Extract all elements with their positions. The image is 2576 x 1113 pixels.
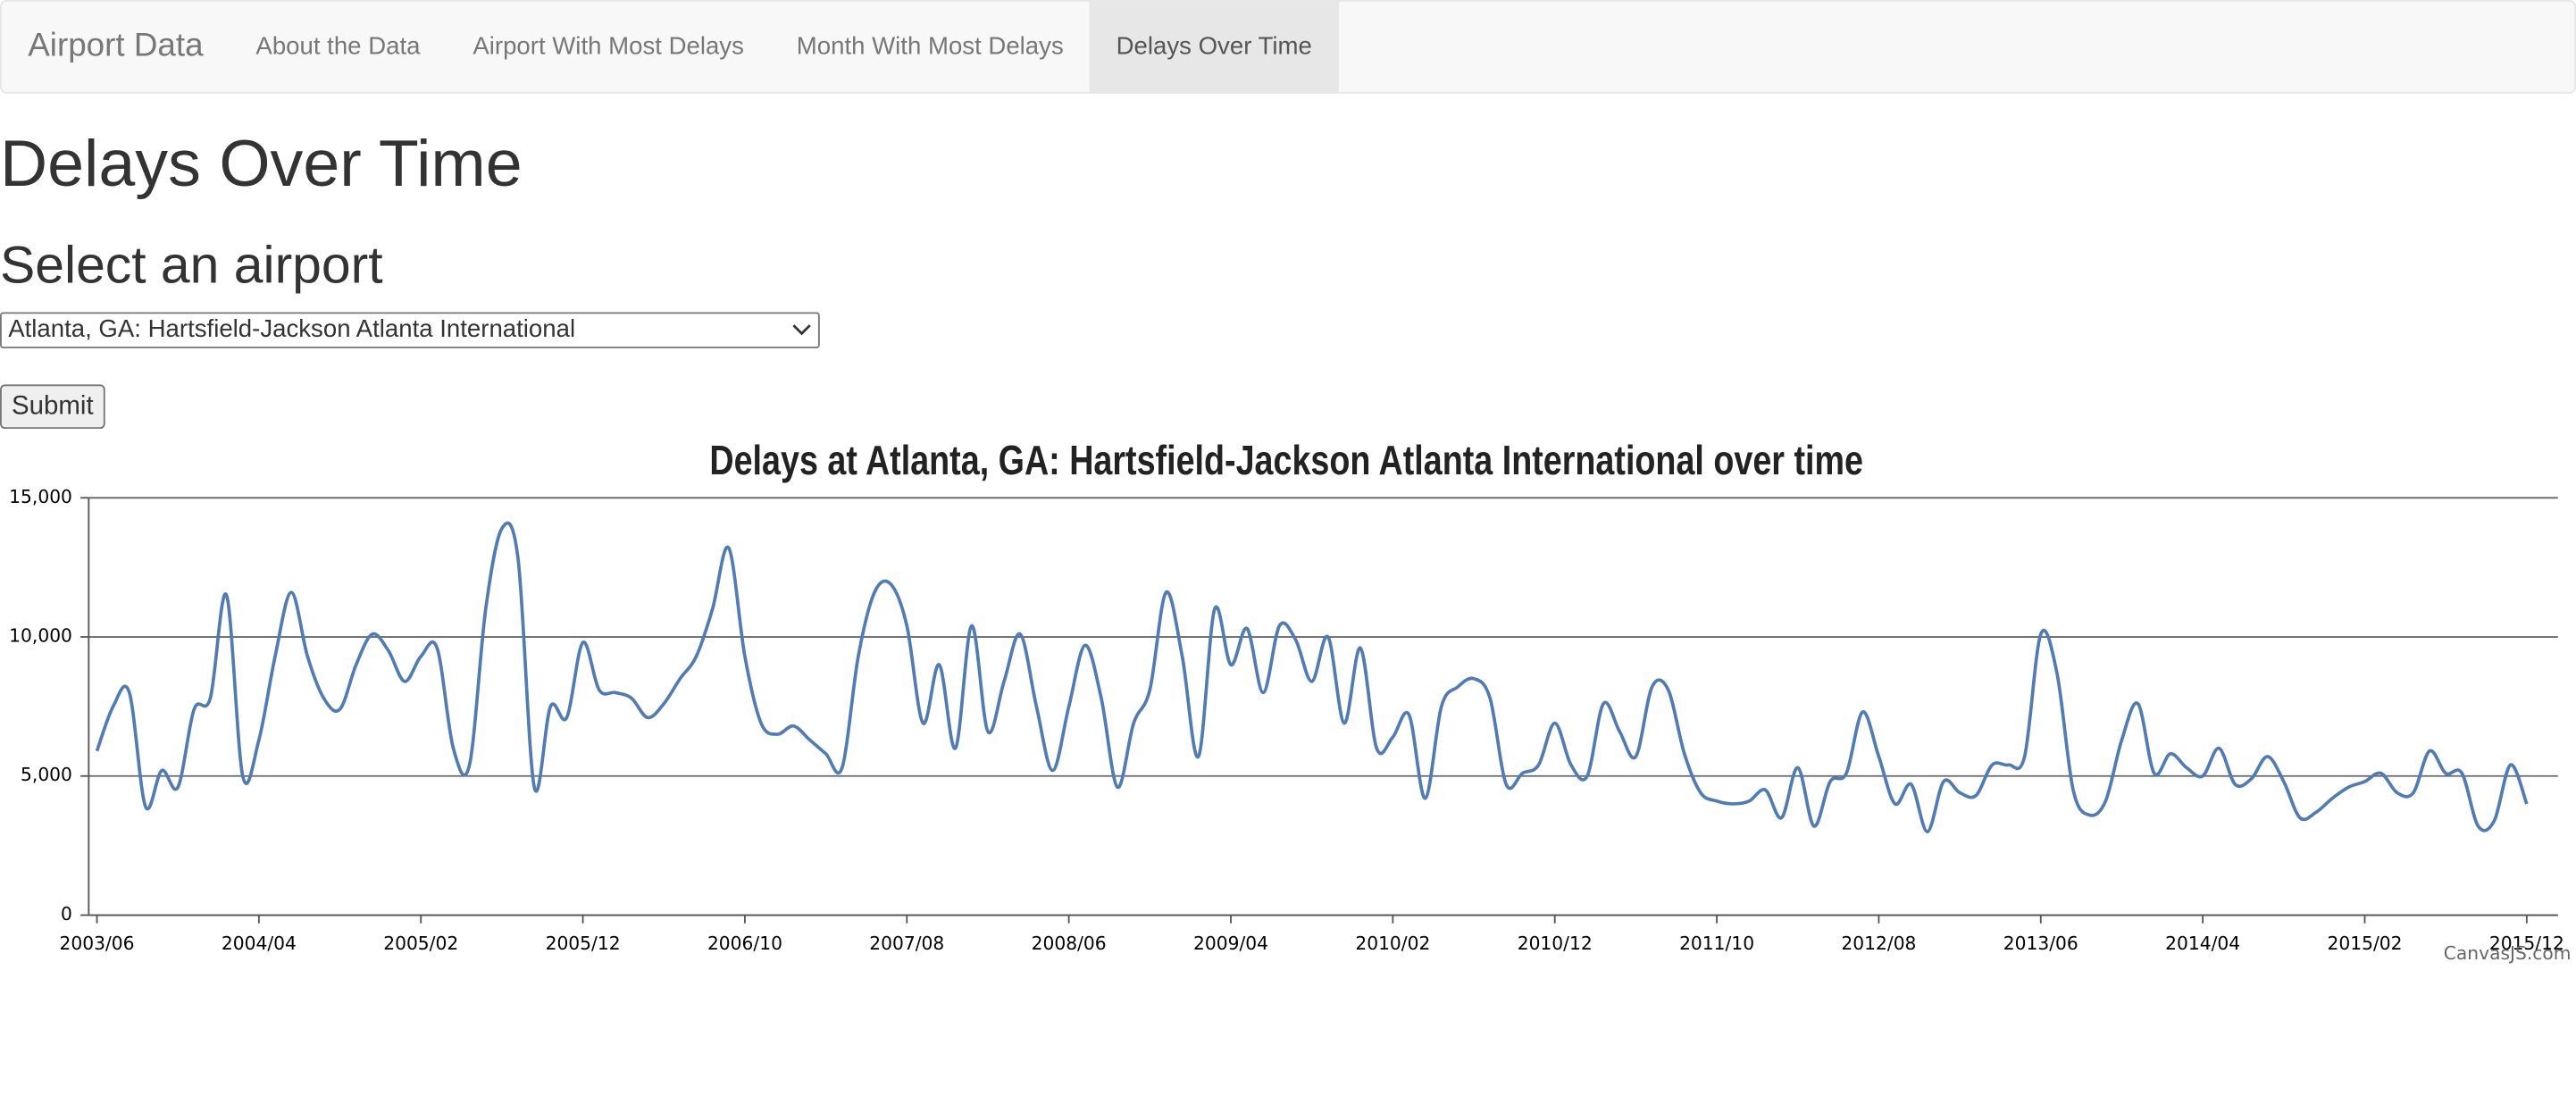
y-tick-label: 15,000: [9, 486, 72, 507]
x-tick-label: 2005/12: [546, 933, 621, 954]
y-tick-label: 0: [61, 903, 72, 925]
x-tick-label: 2011/10: [1679, 933, 1754, 954]
x-tick-label: 2014/04: [2165, 933, 2240, 954]
x-tick-label: 2007/08: [869, 933, 944, 954]
x-tick-label: 2005/02: [383, 933, 458, 954]
x-tick-label: 2010/02: [1355, 933, 1430, 954]
x-tick-label: 2008/06: [1032, 933, 1107, 954]
x-tick-label: 2015/12: [2489, 933, 2564, 954]
select-arrow: [792, 324, 811, 336]
x-tick-label: 2013/06: [2003, 933, 2078, 954]
chart: Delays at Atlanta, GA: Hartsfield-Jackso…: [9, 437, 2564, 954]
heading: Delays Over Time: [0, 128, 523, 201]
nav-item[interactable]: Delays Over Time: [1090, 1, 1339, 93]
x-tick-label: 2012/08: [1841, 933, 1916, 954]
x-tick-label: 2015/02: [2327, 933, 2402, 954]
navbar: Airport Data About the Data Airport With…: [0, 0, 2576, 94]
x-tick-label: 2003/06: [60, 933, 135, 954]
airport-select[interactable]: Atlanta, GA: Hartsfield-Jackson Atlanta …: [0, 312, 820, 348]
nav-item[interactable]: About the Data: [255, 32, 421, 62]
nav-item[interactable]: Airport With Most Delays: [473, 32, 744, 62]
x-tick-label: 2006/10: [707, 933, 782, 954]
subheading: Select an airport: [0, 235, 383, 295]
x-tick-label: 2010/12: [1518, 933, 1593, 954]
brand[interactable]: Airport Data: [28, 28, 204, 64]
submit-button[interactable]: Submit: [0, 384, 105, 430]
chart-title: Delays at Atlanta, GA: Hartsfield-Jackso…: [709, 437, 1863, 482]
y-tick-label: 10,000: [9, 625, 72, 647]
y-tick-label: 5,000: [21, 764, 72, 785]
nav-item[interactable]: Month With Most Delays: [796, 32, 1064, 62]
x-tick-label: 2004/04: [222, 933, 297, 954]
select-value: Atlanta, GA: Hartsfield-Jackson Atlanta …: [8, 315, 576, 344]
data-line: [95, 521, 2529, 833]
x-tick-label: 2009/04: [1193, 933, 1268, 954]
credit[interactable]: CanvasJS.com: [2443, 942, 2572, 965]
